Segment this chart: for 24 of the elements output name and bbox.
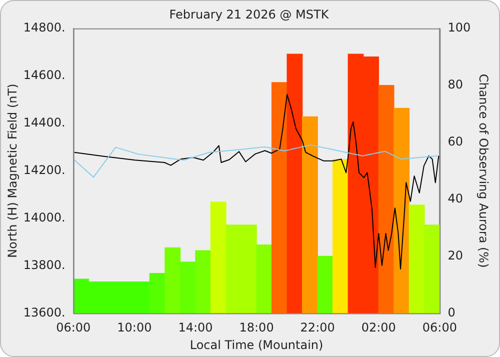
y-tick-label: 13600. bbox=[23, 305, 66, 320]
y-tick-label: 14600. bbox=[23, 68, 66, 82]
y2-tick-label: 60 bbox=[448, 134, 463, 148]
y2-tick-label: 20 bbox=[448, 248, 463, 262]
x-tick-label: 02:00 bbox=[361, 320, 396, 335]
y-tick-label: 14800. bbox=[23, 20, 66, 35]
x-tick-label: 14:00 bbox=[178, 320, 213, 335]
y2-tick-label: 40 bbox=[448, 191, 463, 206]
y2-tick-label: 0 bbox=[448, 305, 456, 320]
x-tick-label: 10:00 bbox=[117, 320, 152, 335]
y2-tick-label: 100 bbox=[448, 20, 471, 35]
x-axis-title: Local Time (Mountain) bbox=[190, 338, 324, 352]
x-tick-label: 18:00 bbox=[239, 320, 274, 335]
y-tick-label: 14400. bbox=[23, 115, 66, 130]
x-tick-label: 06:00 bbox=[56, 320, 91, 335]
y2-axis-title: Chance of Observing Aurora (%) bbox=[476, 74, 491, 268]
chart-title: February 21 2026 @ MSTK bbox=[169, 7, 330, 22]
y-axis-title: North (H) Magnetic Field (nT) bbox=[5, 84, 20, 258]
y2-tick-label: 80 bbox=[448, 77, 463, 92]
y-tick-label: 14000. bbox=[23, 210, 66, 224]
x-tick-label: 22:00 bbox=[300, 320, 335, 335]
y-tick-label: 13800. bbox=[23, 258, 66, 272]
y-tick-label: 14200. bbox=[23, 162, 66, 177]
x-tick-label: 06:00 bbox=[422, 320, 457, 335]
